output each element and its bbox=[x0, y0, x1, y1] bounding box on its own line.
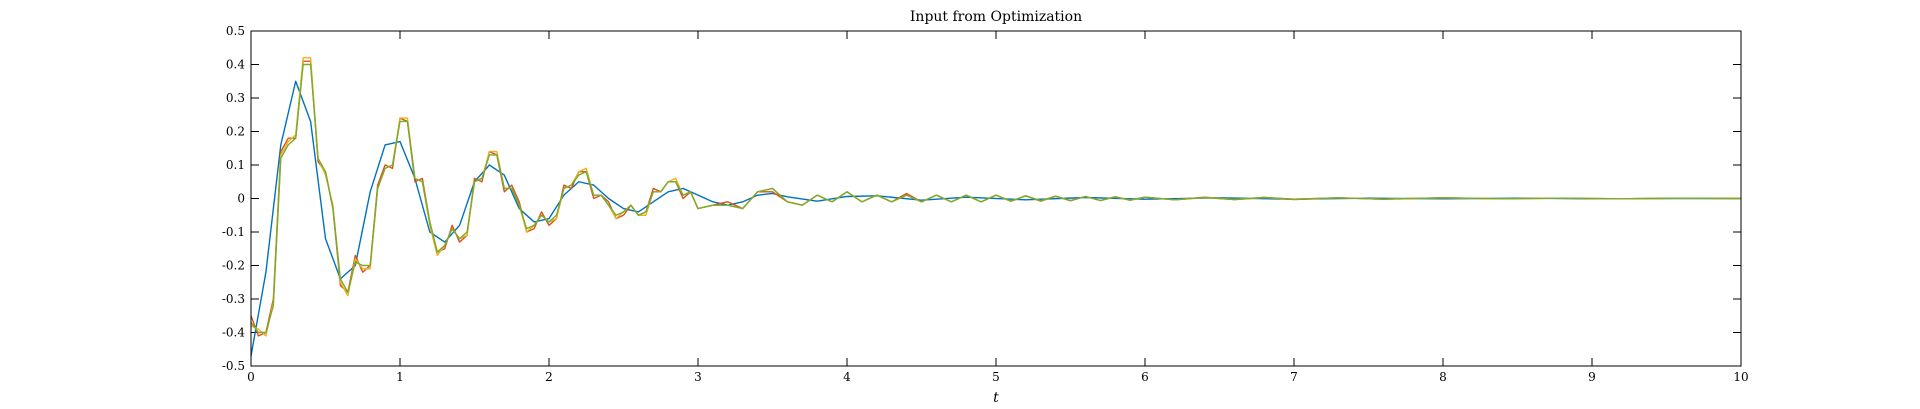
y-tick-label: -0.2 bbox=[222, 259, 245, 273]
y-tick-label: -0.5 bbox=[222, 359, 245, 373]
x-tick-label: 5 bbox=[992, 370, 1000, 384]
x-tick-label: 6 bbox=[1141, 370, 1149, 384]
plot-area-frame bbox=[250, 30, 1742, 367]
x-tick-label: 3 bbox=[694, 370, 702, 384]
y-tick-label: -0.4 bbox=[222, 326, 246, 340]
x-tick-label: 8 bbox=[1439, 370, 1447, 384]
y-tick-label: 0.2 bbox=[226, 125, 245, 139]
y-tick-label: -0.1 bbox=[222, 225, 245, 239]
x-axis-label: t bbox=[993, 390, 999, 406]
series-line-3 bbox=[250, 57, 1742, 337]
y-tick-label: 0.3 bbox=[226, 91, 245, 105]
series-lines bbox=[250, 57, 1742, 357]
x-tick-label: 7 bbox=[1290, 370, 1298, 384]
chart-title: Input from Optimization bbox=[910, 9, 1082, 25]
x-tick-label: 0 bbox=[247, 370, 255, 384]
y-tick-label: 0 bbox=[237, 192, 245, 206]
series-line-4 bbox=[250, 63, 1742, 334]
y-tick-label: 0.5 bbox=[226, 24, 245, 38]
y-tick-label: -0.3 bbox=[222, 292, 245, 306]
y-tick-label: 0.4 bbox=[226, 58, 245, 72]
x-tick-label: 2 bbox=[545, 370, 553, 384]
x-tick-label: 10 bbox=[1733, 370, 1748, 384]
series-line-1 bbox=[250, 80, 1741, 357]
y-tick-labels: -0.5 -0.4 -0.3 -0.2 -0.1 0 0.1 0.2 0.3 0.4 0.5 bbox=[222, 24, 246, 373]
x-tick-label: 9 bbox=[1588, 370, 1596, 384]
x-tick-labels: 0 1 2 3 4 5 6 7 8 9 10 bbox=[247, 370, 1748, 384]
y-tick-label: 0.1 bbox=[226, 158, 245, 172]
x-tick-label: 1 bbox=[396, 370, 404, 384]
x-tick-label: 4 bbox=[843, 370, 851, 384]
